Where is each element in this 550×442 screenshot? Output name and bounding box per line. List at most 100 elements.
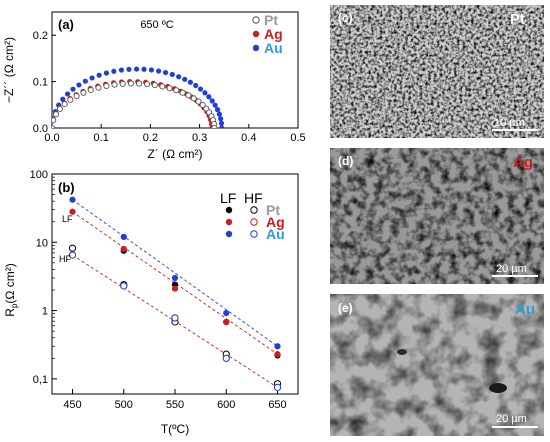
arrhenius-point-ag-lf [274,351,281,358]
arrhenius-point-au-hf [120,282,128,290]
nyquist-point-pt [73,92,80,100]
nyquist-point-au [206,94,212,100]
nyquist-point-pt [195,98,202,105]
nyquist-point-au [219,125,225,128]
micrograph-ag: (d) Ag 20 µm [330,148,544,284]
arrhenius-x-tick-label: 550 [166,399,184,411]
nyquist-point-pt [159,83,166,90]
arrhenius-point-ag-lf [120,245,127,253]
arrhenius-legend-marker-hf [250,206,258,214]
nyquist-point-pt [52,124,56,128]
arrhenius-x-tick-label: 600 [217,399,235,411]
nyquist-point-au [212,102,218,108]
nyquist-point-au [176,74,182,80]
nyquist-legend-label-pt: Pt [264,12,278,28]
arrhenius-legend-header-lf: LF [220,190,236,206]
arrhenius-axis-ticks: 450 500 550 600 650 0,1 1 10 100 [30,169,287,411]
nyquist-point-pt [199,101,206,109]
arrhenius-legend-marker-lf [225,206,233,214]
nyquist-point-pt [103,82,110,89]
nyquist-x-axis-label: Z´ (Ω cm²) [148,147,203,161]
nyquist-point-au [64,91,71,97]
nyquist-y-tick-label: 0.0 [33,123,48,135]
arrhenius-x-axis-label: T(ºC) [161,422,189,436]
arrhenius-point-au-hf [171,314,179,322]
arrhenius-y-tick-label: 10 [36,237,48,249]
nyquist-point-au [96,72,102,78]
micrograph-pt-scale-label: 10 µm [494,117,525,129]
arrhenius-legend-label-pt: Pt [266,202,280,218]
nyquist-point-pt [80,89,87,96]
nyquist-point-pt [52,111,60,118]
arrhenius-point-ag-lf [69,208,76,215]
nyquist-point-pt [211,124,218,128]
nyquist-point-au [182,76,188,82]
nyquist-x-tick-label: 0.4 [241,132,256,144]
nyquist-legend-marker-ag [252,30,260,38]
nyquist-legend-label-au: Au [264,40,283,56]
nyquist-point-pt [127,80,134,87]
nyquist-point-pt [95,84,102,91]
nyquist-y-tick-label: 0.1 [33,77,48,89]
nyquist-point-au [103,70,110,76]
nyquist-point-au [155,68,162,74]
micrograph-ag-scale-label: 20 µm [496,263,527,275]
micrograph-au-material-label: Au [515,301,535,318]
arrhenius-fit-lines [72,199,278,388]
arrhenius-curve-label-hf: HF [59,254,71,264]
nyquist-point-pt [61,101,68,108]
micrograph-pt-texture [330,5,544,138]
arrhenius-point-ag-lf [223,318,230,326]
nyquist-point-pt [166,85,173,92]
nyquist-point-au [197,86,204,92]
micrograph-ag-material-label: Ag [513,154,533,171]
micrograph-au-pore [397,349,407,355]
nyquist-point-au [82,78,88,84]
nyquist-legend-marker-au [252,44,260,52]
nyquist-point-pt [190,95,197,102]
nyquist-y-axis-label: −Z´´ (Ω cm²) [2,37,16,103]
micrograph-ag-texture [330,148,544,284]
micrograph-au: (e) Au 20 µm [330,294,544,436]
arrhenius-point-pt-hf [68,244,77,252]
nyquist-point-au [126,66,132,72]
arrhenius-y-tick-label: 0,1 [33,374,48,386]
nyquist-point-pt [151,82,158,89]
micrograph-au-panel-label: (e) [338,301,353,315]
nyquist-x-tick-label: 0.3 [192,132,207,144]
nyquist-plot: (a) 650 ºC Z´ (Ω cm²) −Z´´ (Ω cm²) 0.0 0.… [2,11,306,161]
nyquist-plot-frame [51,11,299,129]
micrograph-pt-panel-label: (c) [338,11,353,25]
micrograph-ag-panel-label: (d) [338,154,353,168]
nyquist-point-au [214,107,221,113]
nyquist-point-au [118,67,125,73]
nyquist-data-points [52,66,225,128]
arrhenius-legend-label-ag: Ag [266,214,285,230]
arrhenius-legend-marker-hf [250,218,258,226]
arrhenius-y-tick-label: 1 [42,306,48,318]
nyquist-x-tick-label: 0.1 [94,132,109,144]
arrhenius-legend-marker-lf [225,218,233,226]
nyquist-point-pt [179,89,186,96]
nyquist-legend-marker-pt [252,16,260,24]
nyquist-point-au [187,79,194,85]
arrhenius-fit-line [72,199,278,347]
micrograph-au-pore [489,383,507,393]
arrhenius-plot: (b) T(ºC) Rp(Ω cm²) 450 500 550 600 650 0,1 1 1… [3,169,299,436]
arrhenius-x-tick-label: 450 [63,399,81,411]
nyquist-point-au [89,75,95,81]
arrhenius-point-au-lf [120,233,127,240]
arrhenius-legend-label-au: Au [266,226,285,242]
nyquist-legend-label-ag: Ag [264,26,283,42]
arrhenius-point-ag-lf [171,285,179,292]
nyquist-x-tick-label: 0.2 [143,132,158,144]
nyquist-point-au [70,86,76,92]
micrograph-au-scale-label: 20 µm [496,413,527,425]
micrograph-pt: (c) Pt 10 µm [330,5,544,138]
nyquist-temperature-annotation: 650 ºC [140,19,173,31]
nyquist-axis-ticks: 0.0 0.1 0.2 0.3 0.4 0.5 0.0 0.1 0.2 [33,30,306,144]
arrhenius-y-tick-label: 100 [30,169,48,181]
